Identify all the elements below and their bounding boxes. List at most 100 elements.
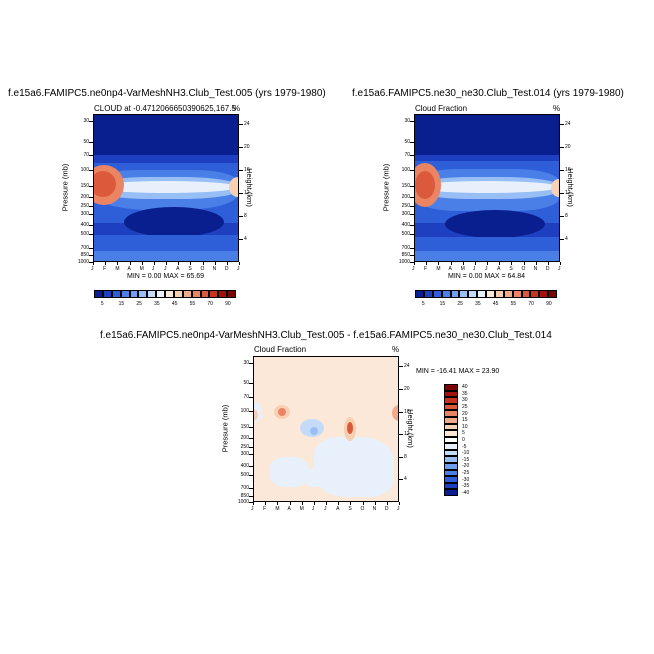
height-tick-mark bbox=[239, 193, 243, 195]
band bbox=[94, 251, 238, 261]
panel-2-right-label: % bbox=[553, 104, 561, 113]
colorbar-cell bbox=[444, 456, 458, 464]
month-tick-mark bbox=[362, 502, 364, 505]
month-tick-mark bbox=[386, 502, 388, 505]
pressure-tick-label: 850 bbox=[401, 252, 410, 259]
pressure-tick-label: 700 bbox=[80, 244, 89, 251]
height-tick-label: 12 bbox=[244, 190, 250, 197]
month-tick-mark bbox=[338, 502, 340, 505]
colorbar-cell bbox=[182, 290, 192, 298]
height-tick-label: 16 bbox=[404, 408, 410, 415]
colorbar-label: 10 bbox=[462, 423, 468, 430]
height-tick-mark bbox=[560, 193, 564, 195]
month-tick-mark bbox=[414, 262, 415, 265]
pressure-tick-label: 70 bbox=[83, 152, 89, 159]
colorbar-cell bbox=[494, 290, 504, 298]
panel-1-contour-plot bbox=[93, 114, 239, 262]
band bbox=[94, 181, 238, 193]
month-tick-mark bbox=[239, 262, 240, 265]
month-tick-mark bbox=[253, 502, 254, 505]
blob bbox=[302, 469, 328, 487]
pressure-tick-label: 1000 bbox=[77, 259, 89, 265]
colorbar-label: 35 bbox=[475, 301, 481, 307]
month-tick-label: F bbox=[263, 506, 267, 512]
month-tick-mark bbox=[301, 502, 303, 505]
month-tick-label: S bbox=[188, 266, 192, 272]
month-tick-mark bbox=[129, 262, 131, 265]
height-tick-mark bbox=[560, 239, 564, 241]
colorbar-cell bbox=[530, 290, 540, 298]
panel-3-ylabel-right: Height (km) bbox=[405, 409, 415, 448]
colorbar-label: 0 bbox=[462, 437, 465, 443]
month-tick-label: N bbox=[372, 506, 377, 512]
colorbar-label: 35 bbox=[462, 390, 468, 397]
month-tick-label: D bbox=[384, 506, 389, 512]
month-tick-mark bbox=[535, 262, 537, 265]
month-tick-mark bbox=[523, 262, 525, 265]
height-tick-mark bbox=[560, 216, 564, 218]
colorbar-cell bbox=[486, 290, 495, 298]
pressure-tick-mark bbox=[89, 185, 93, 187]
month-tick-label: A bbox=[287, 506, 291, 512]
colorbar-label: 5 bbox=[421, 301, 425, 307]
pressure-tick-mark bbox=[410, 141, 414, 143]
colorbar-label: 55 bbox=[189, 301, 196, 307]
colorbar-cell bbox=[147, 290, 157, 298]
colorbar-label: 25 bbox=[136, 301, 142, 307]
colorbar-cell bbox=[111, 290, 121, 298]
blob bbox=[314, 437, 394, 497]
pressure-tick-mark bbox=[410, 185, 414, 187]
month-tick-label: A bbox=[176, 266, 180, 272]
month-tick-mark bbox=[511, 262, 513, 265]
pressure-tick-mark bbox=[249, 487, 253, 489]
month-tick-label: D bbox=[224, 266, 229, 272]
pressure-tick-mark bbox=[249, 426, 253, 428]
pressure-tick-label: 150 bbox=[401, 182, 410, 189]
blob bbox=[269, 457, 309, 487]
height-tick-mark bbox=[399, 366, 403, 368]
pressure-tick-label: 400 bbox=[401, 222, 410, 229]
blob bbox=[229, 177, 238, 197]
colorbar-cell bbox=[539, 290, 549, 298]
pressure-tick-mark bbox=[249, 474, 253, 476]
colorbar-label: -35 bbox=[462, 483, 470, 490]
pressure-tick-label: 150 bbox=[240, 423, 249, 430]
month-tick-mark bbox=[141, 262, 143, 265]
height-tick-mark bbox=[239, 216, 243, 218]
height-tick-label: 20 bbox=[404, 385, 410, 392]
month-tick-label: J bbox=[412, 266, 415, 272]
pressure-tick-label: 100 bbox=[80, 166, 89, 173]
height-tick-label: 4 bbox=[404, 476, 407, 483]
pressure-tick-label: 200 bbox=[240, 435, 249, 442]
height-tick-label: 4 bbox=[565, 236, 568, 243]
month-tick-label: J bbox=[237, 266, 240, 272]
height-tick-mark bbox=[560, 147, 564, 149]
month-tick-label: A bbox=[336, 506, 340, 512]
month-tick-mark bbox=[277, 502, 279, 505]
height-tick-mark bbox=[399, 479, 403, 481]
pressure-tick-mark bbox=[249, 410, 253, 412]
month-tick-mark bbox=[350, 502, 352, 505]
height-tick-label: 4 bbox=[244, 236, 247, 243]
month-tick-label: M bbox=[299, 506, 304, 512]
colorbar-cell bbox=[444, 410, 458, 417]
colorbar-cell bbox=[218, 290, 228, 298]
colorbar-cell bbox=[444, 443, 458, 450]
colorbar-label: -15 bbox=[462, 456, 470, 463]
colorbar-label: 15 bbox=[439, 301, 446, 307]
colorbar-cell bbox=[459, 290, 469, 298]
pressure-tick-label: 400 bbox=[80, 222, 89, 229]
blob bbox=[124, 207, 224, 237]
panel-2-title: f.e15a6.FAMIPC5.ne30_ne30.Club_Test.014 … bbox=[352, 88, 624, 99]
month-tick-mark bbox=[289, 502, 291, 505]
height-tick-mark bbox=[399, 456, 403, 458]
colorbar-cell bbox=[173, 290, 183, 298]
panel-3-title: f.e15a6.FAMIPC5.ne0np4-VarMeshNH3.Club_T… bbox=[100, 330, 552, 341]
band bbox=[415, 251, 559, 261]
pressure-tick-label: 500 bbox=[401, 231, 410, 238]
pressure-tick-mark bbox=[410, 234, 414, 236]
height-tick-label: 12 bbox=[565, 190, 571, 197]
month-tick-label: M bbox=[275, 506, 280, 512]
pressure-tick-mark bbox=[410, 169, 414, 171]
colorbar-cell bbox=[102, 290, 112, 298]
